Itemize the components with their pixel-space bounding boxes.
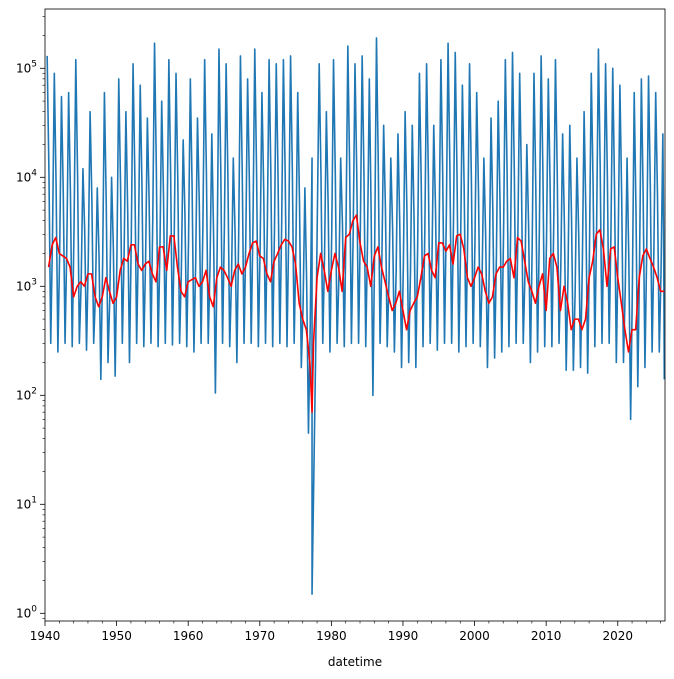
x-tick-label: 1960 [173, 629, 204, 643]
y-tick-label: 104 [16, 168, 37, 184]
x-tick-label: 2000 [459, 629, 490, 643]
x-tick-label: 1940 [30, 629, 61, 643]
x-tick-label: 2020 [602, 629, 633, 643]
y-tick-label: 105 [16, 59, 37, 75]
x-tick-label: 1950 [101, 629, 132, 643]
x-tick-label: 2010 [531, 629, 562, 643]
x-tick-label: 1970 [245, 629, 276, 643]
y-tick-label: 100 [16, 604, 37, 620]
x-axis: 1940 1950 1960 1970 1980 1990 2000 2010 2020 [30, 621, 662, 643]
series-flow-path [46, 37, 666, 595]
y-tick-label: 103 [16, 277, 37, 293]
y-tick-label: 101 [16, 495, 37, 511]
series-flow-line [46, 37, 666, 595]
x-axis-label: datetime [328, 655, 382, 669]
plot-frame [44, 8, 666, 622]
y-tick-label: 102 [16, 386, 37, 402]
y-axis: 100 101 102 103 104 105 [16, 15, 45, 620]
x-tick-label: 1990 [388, 629, 419, 643]
x-tick-label: 1980 [316, 629, 347, 643]
series-rolling-mean-line [47, 214, 665, 413]
series-rolling-mean-path [47, 214, 665, 413]
